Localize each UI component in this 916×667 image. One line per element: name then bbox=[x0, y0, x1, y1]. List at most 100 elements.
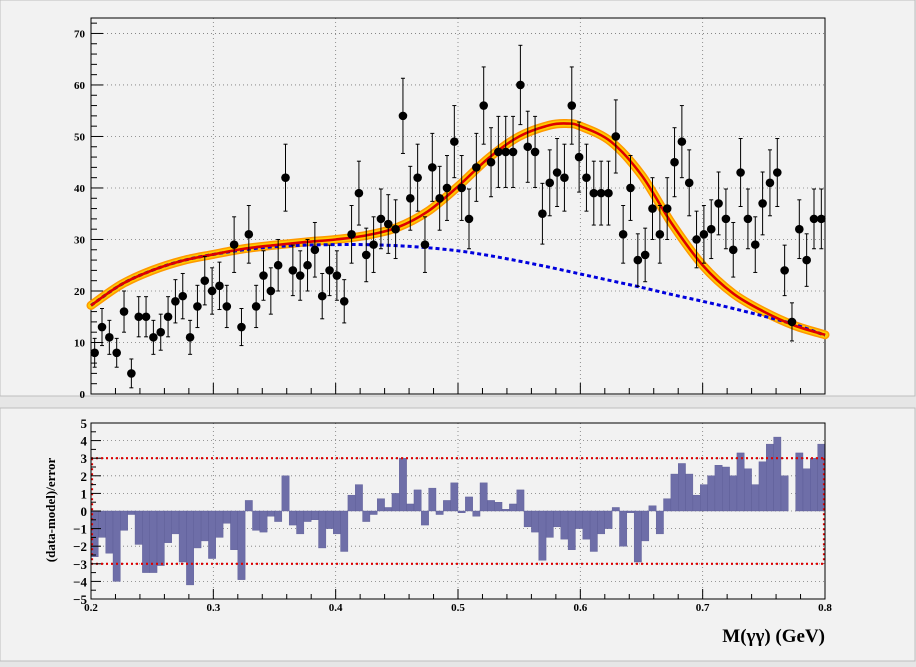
data-point bbox=[714, 171, 723, 236]
pull-bar bbox=[516, 489, 525, 512]
data-point bbox=[523, 110, 533, 183]
pull-bar bbox=[758, 461, 767, 512]
pull-bar bbox=[685, 473, 694, 512]
data-marker bbox=[817, 214, 826, 224]
pull-bar bbox=[164, 510, 172, 543]
pull-bar bbox=[700, 484, 708, 512]
data-point bbox=[604, 160, 613, 226]
pull-bar bbox=[208, 510, 216, 559]
pull-bar bbox=[597, 510, 606, 535]
data-marker bbox=[670, 157, 679, 167]
pull-bar bbox=[663, 498, 672, 512]
pull-bar bbox=[318, 510, 327, 549]
data-point bbox=[772, 138, 782, 208]
pull-bar bbox=[810, 458, 818, 512]
data-point bbox=[420, 216, 430, 273]
pull-bar bbox=[259, 510, 268, 533]
data-marker bbox=[736, 168, 745, 177]
top-axis-ticks bbox=[90, 22, 826, 395]
pull-bar bbox=[435, 510, 444, 515]
data-point bbox=[273, 238, 283, 292]
data-marker bbox=[339, 296, 349, 306]
data-point bbox=[589, 160, 599, 226]
data-point bbox=[251, 284, 261, 329]
data-point bbox=[435, 165, 444, 231]
data-point bbox=[325, 244, 334, 297]
pull-bar bbox=[347, 494, 356, 512]
top-y-tick-label: 50 bbox=[74, 131, 86, 143]
pull-bar bbox=[494, 502, 503, 512]
data-point bbox=[655, 204, 665, 264]
data-marker bbox=[494, 147, 503, 157]
top-y-tick-labels: 0 10 20 30 40 50 60 70 bbox=[74, 28, 86, 401]
data-marker bbox=[317, 291, 327, 301]
pull-bar bbox=[633, 510, 642, 563]
pull-bar bbox=[729, 475, 738, 512]
data-marker bbox=[582, 173, 591, 182]
data-point bbox=[200, 255, 210, 306]
pull-bar bbox=[377, 498, 385, 512]
y-axis-title: (data-model)/error bbox=[43, 458, 58, 563]
data-marker bbox=[185, 333, 195, 342]
data-point bbox=[758, 171, 767, 236]
pull-bar bbox=[244, 500, 253, 512]
total-model-curve bbox=[90, 122, 826, 337]
data-point bbox=[670, 127, 679, 198]
data-point bbox=[596, 160, 606, 226]
pull-bar bbox=[736, 452, 745, 512]
data-point bbox=[193, 284, 202, 329]
pull-bar bbox=[296, 510, 305, 535]
data-point bbox=[494, 115, 503, 188]
pull-bar bbox=[472, 510, 481, 517]
data-point bbox=[809, 188, 819, 250]
data-point bbox=[215, 261, 224, 311]
bottom-y-tick-labels: −5 −4 −3 −2 −1 0 1 2 3 4 5 bbox=[73, 416, 87, 607]
data-marker bbox=[721, 214, 731, 224]
data-marker bbox=[156, 327, 166, 337]
data-marker bbox=[728, 245, 738, 255]
pull-bar bbox=[215, 510, 224, 538]
pull-bar bbox=[780, 475, 789, 512]
data-point bbox=[479, 66, 488, 145]
data-marker bbox=[714, 199, 723, 208]
data-point bbox=[442, 155, 452, 221]
data-point bbox=[398, 77, 408, 154]
data-point bbox=[817, 188, 826, 250]
data-marker bbox=[288, 266, 298, 275]
pull-bar bbox=[692, 494, 701, 512]
data-marker bbox=[229, 240, 239, 249]
data-point bbox=[743, 188, 753, 250]
data-point bbox=[780, 244, 789, 297]
pull-bar bbox=[266, 510, 275, 517]
pull-bar bbox=[222, 510, 231, 524]
data-marker bbox=[574, 152, 584, 162]
data-marker bbox=[684, 178, 694, 188]
data-point bbox=[501, 115, 511, 188]
data-point bbox=[648, 177, 657, 240]
pull-bar bbox=[648, 505, 657, 512]
data-point bbox=[97, 307, 107, 347]
data-marker bbox=[207, 286, 217, 296]
data-point bbox=[574, 121, 584, 193]
data-point bbox=[266, 267, 276, 315]
pull-bars bbox=[90, 436, 826, 586]
x-tick-label: 0.5 bbox=[451, 602, 465, 614]
data-point bbox=[317, 272, 327, 320]
data-point bbox=[281, 143, 290, 212]
data-marker bbox=[604, 188, 613, 198]
data-marker bbox=[538, 209, 547, 219]
pull-bar bbox=[178, 510, 187, 563]
data-marker bbox=[163, 312, 173, 322]
data-marker bbox=[119, 307, 129, 316]
data-marker bbox=[780, 266, 789, 275]
data-marker bbox=[200, 276, 210, 285]
pull-bar bbox=[545, 510, 554, 538]
data-marker bbox=[149, 333, 158, 342]
data-point bbox=[611, 99, 621, 174]
pull-bar bbox=[252, 510, 261, 531]
bottom-y-tick-label: −4 bbox=[73, 574, 87, 589]
pull-bar bbox=[670, 473, 679, 512]
bottom-y-tick-label: 1 bbox=[81, 486, 88, 501]
data-marker bbox=[369, 240, 378, 249]
data-marker bbox=[134, 312, 144, 322]
